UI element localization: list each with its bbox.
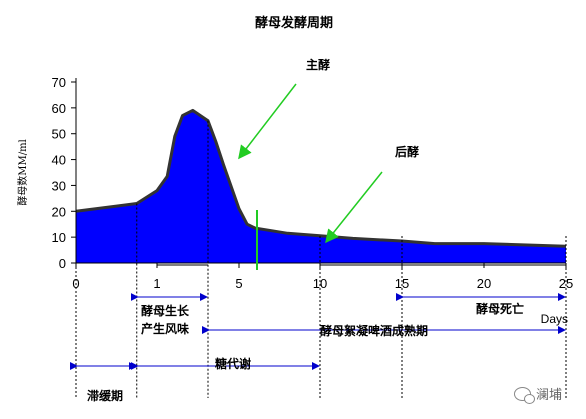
watermark: 澜埔: [514, 384, 563, 404]
wechat-icon: [514, 386, 535, 404]
x-tick-label-extra-0: 15: [395, 276, 409, 291]
phase-label-0-line2: 产生风味: [141, 321, 189, 336]
annotation-label-0: 主酵: [306, 57, 330, 72]
x-tick-label-extra-1: 20: [477, 276, 491, 291]
area-series-line: [75, 108, 567, 248]
phase-label-1: 酵母死亡: [476, 301, 524, 316]
y-tick-label-0: 0: [59, 256, 66, 271]
y-tick-label-6: 60: [52, 101, 66, 116]
y-tick-label-2: 20: [52, 204, 66, 219]
phase-label-2: 酵母絮凝啤酒成熟期: [320, 323, 428, 338]
x-tick-label-extra-2: 25: [559, 276, 573, 291]
annotation-arrow-1: [325, 171, 383, 244]
chart-title: 酵母发酵周期: [255, 15, 333, 31]
x-tick-label-3: 10: [313, 276, 327, 291]
y-tick-label-3: 30: [52, 178, 66, 193]
x-tick-label-1: 1: [153, 276, 160, 291]
y-tick-label-7: 70: [52, 75, 66, 90]
watermark-text: 澜埔: [536, 388, 563, 403]
annotation-arrow-0: [238, 83, 297, 160]
y-tick-label-4: 40: [52, 153, 66, 168]
x-unit-label: Days: [541, 312, 568, 326]
phase-label-4: 滞缓期: [87, 388, 123, 403]
annotation-label-1: 后酵: [395, 144, 419, 159]
x-tick-label-2: 5: [235, 276, 242, 291]
y-tick-label-5: 50: [52, 127, 66, 142]
phase-label-0: 酵母生长: [141, 303, 190, 318]
y-tick-label-1: 10: [52, 230, 66, 245]
phase-label-3: 糖代谢: [215, 356, 251, 371]
area-series-fill: [76, 110, 566, 264]
y-axis-label: 酵母数MM/ml: [16, 139, 29, 206]
